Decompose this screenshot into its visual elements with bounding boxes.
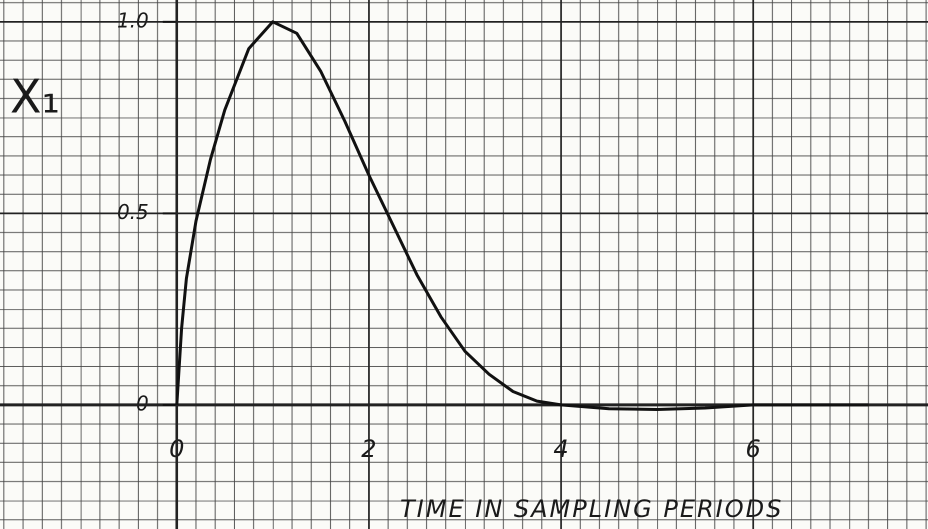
line (175, 20, 869, 411)
y-axis-label: X₁ (10, 70, 60, 124)
x-axis-label: TIME IN SAMPLING PERIODS (400, 495, 783, 523)
y-tick-label: 1.0 (117, 8, 149, 32)
y-tick-label: 0.5 (117, 200, 149, 224)
